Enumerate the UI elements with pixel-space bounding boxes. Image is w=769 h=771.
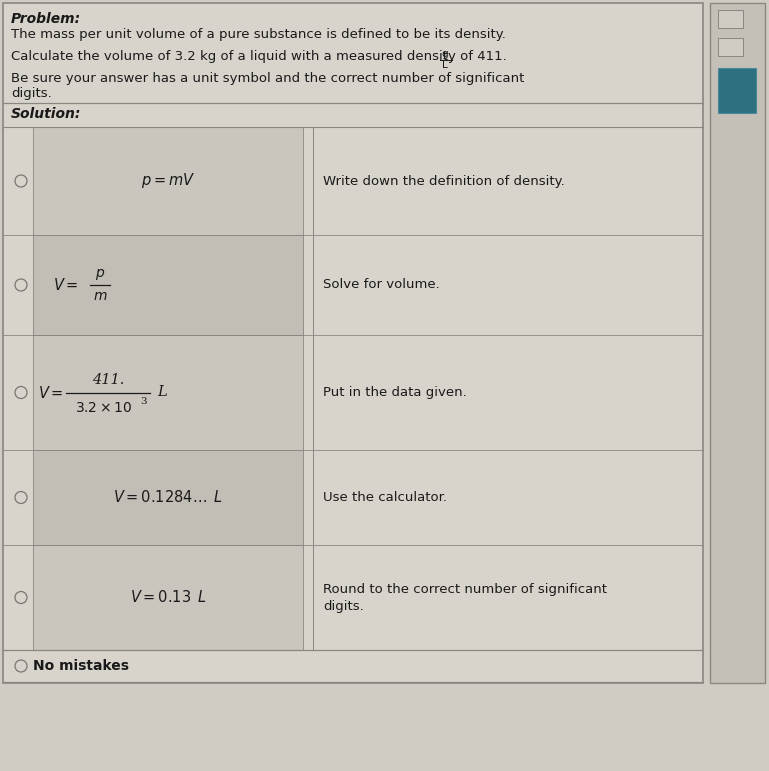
Text: Be sure your answer has a unit symbol and the correct number of significant: Be sure your answer has a unit symbol an…: [11, 72, 524, 85]
Bar: [33, 335, 303, 450]
Text: Round to the correct number of significant: Round to the correct number of significa…: [323, 583, 607, 596]
Text: L: L: [157, 386, 167, 399]
Text: Solve for volume.: Solve for volume.: [323, 278, 440, 291]
Bar: [313, 235, 698, 335]
Bar: [313, 545, 698, 650]
Text: Put in the data given.: Put in the data given.: [323, 386, 467, 399]
Bar: [313, 450, 698, 545]
Text: Problem:: Problem:: [11, 12, 81, 26]
Text: $3.2 \times 10$: $3.2 \times 10$: [75, 400, 131, 415]
Text: $V = $: $V = $: [38, 385, 63, 400]
Text: $V = $: $V = $: [52, 277, 78, 293]
Bar: [33, 127, 303, 235]
Bar: [718, 68, 756, 113]
Bar: [718, 10, 743, 28]
Bar: [33, 545, 303, 650]
Text: $m$: $m$: [93, 289, 108, 303]
Text: The mass per unit volume of a pure substance is defined to be its density.: The mass per unit volume of a pure subst…: [11, 28, 506, 41]
Text: $p = mV$: $p = mV$: [141, 171, 195, 190]
Bar: [313, 127, 698, 235]
Text: $V = 0.13\,$ L: $V = 0.13\,$ L: [130, 590, 206, 605]
Text: Calculate the volume of 3.2 kg of a liquid with a measured density of 411.: Calculate the volume of 3.2 kg of a liqu…: [11, 50, 507, 63]
Text: 411.: 411.: [92, 372, 124, 386]
Text: Use the calculator.: Use the calculator.: [323, 491, 447, 504]
Text: No mistakes: No mistakes: [33, 659, 129, 673]
Bar: [3, 3, 703, 683]
Text: g: g: [441, 49, 448, 59]
Bar: [33, 235, 303, 335]
Text: 3: 3: [140, 397, 147, 406]
Text: Write down the definition of density.: Write down the definition of density.: [323, 174, 564, 187]
Text: $p$: $p$: [95, 268, 105, 282]
Text: L: L: [442, 60, 448, 70]
Bar: [718, 38, 743, 56]
Text: digits.: digits.: [323, 600, 364, 613]
Bar: [313, 335, 698, 450]
Text: $V = 0.1284\ldots\,$ L: $V = 0.1284\ldots\,$ L: [113, 490, 223, 506]
Bar: [710, 3, 765, 683]
Text: Solution:: Solution:: [11, 107, 82, 121]
Bar: [33, 450, 303, 545]
Text: digits.: digits.: [11, 87, 52, 100]
